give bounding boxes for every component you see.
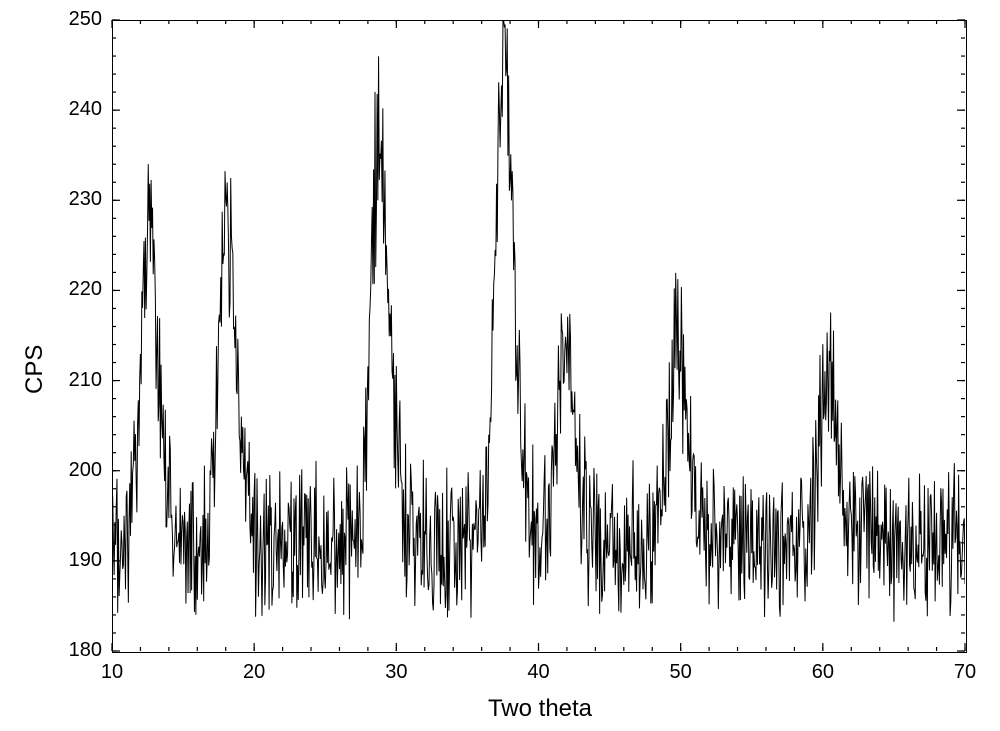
- y-tick-label: 190: [57, 549, 102, 572]
- xrd-chart: CPS Two theta 180190200210220230240250 1…: [0, 0, 1000, 731]
- x-tick-label: 40: [519, 661, 559, 684]
- y-tick-label: 220: [57, 278, 102, 301]
- y-tick-label: 200: [57, 459, 102, 482]
- y-tick-label: 240: [57, 98, 102, 121]
- x-tick-label: 60: [803, 661, 843, 684]
- y-tick-label: 180: [57, 639, 102, 662]
- y-tick-label: 250: [57, 8, 102, 31]
- x-tick-label: 70: [945, 661, 985, 684]
- xrd-data-line: [112, 20, 965, 622]
- x-tick-label: 30: [376, 661, 416, 684]
- x-tick-label: 20: [234, 661, 274, 684]
- y-tick-label: 230: [57, 188, 102, 211]
- x-tick-label: 50: [661, 661, 701, 684]
- y-tick-label: 210: [57, 369, 102, 392]
- x-tick-label: 10: [92, 661, 132, 684]
- chart-svg: [0, 0, 1000, 731]
